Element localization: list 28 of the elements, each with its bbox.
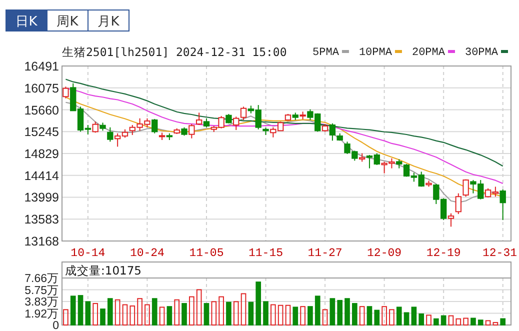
y-tick-label: 7.66万 [24,272,59,286]
legend-label: 10PMA [358,47,392,59]
x-tick-label: 11-27 [308,247,342,260]
chart-title: 成交量:10175 [65,264,142,278]
x-tick-label: 11-05 [189,247,224,260]
legend-label: 30PMA [464,47,498,59]
legend-label: 5PMA [312,47,340,59]
y-tick-label: 15660 [24,103,60,118]
x-tick-label: 12-31 [482,247,518,260]
y-tick-label: 13168 [24,234,60,248]
y-tick-label: 15245 [24,125,60,140]
x-tick-label: 11-15 [248,247,284,260]
y-tick-label: 14829 [24,147,60,162]
y-tick-label: 3.83万 [24,296,59,309]
y-tick-label: 14414 [24,168,60,183]
y-tick-label: 16491 [24,60,60,74]
y-tick-label: 1.92万 [24,307,59,320]
x-tick-label: 10-24 [130,247,165,260]
x-tick-label: 12-19 [426,247,461,260]
y-tick-label: 0 [52,320,59,331]
legend-label: 20PMA [412,47,446,59]
y-tick-label: 16075 [24,81,60,96]
y-tick-label: 13583 [24,212,60,227]
x-tick-label: 10-14 [70,247,106,260]
x-tick-label: 12-09 [367,247,402,260]
chart-title: 生猪2501[lh2501] 2024-12-31 15:00 [62,45,287,59]
y-tick-label: 5.75万 [24,284,59,297]
y-tick-label: 13999 [24,190,60,205]
